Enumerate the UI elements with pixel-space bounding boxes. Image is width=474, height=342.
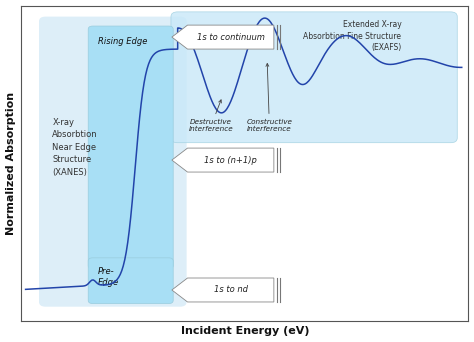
Polygon shape: [172, 148, 274, 172]
Text: Extended X-ray
Absorbtion Fine Structure
(EXAFS): Extended X-ray Absorbtion Fine Structure…: [303, 20, 401, 52]
Text: Rising Edge: Rising Edge: [98, 37, 147, 46]
X-axis label: Incident Energy (eV): Incident Energy (eV): [181, 327, 309, 337]
Text: Destructive
Interference: Destructive Interference: [189, 100, 234, 132]
FancyBboxPatch shape: [171, 12, 457, 143]
Polygon shape: [172, 278, 274, 302]
Text: X-ray
Absorbtion
Near Edge
Structure
(XANES): X-ray Absorbtion Near Edge Structure (XA…: [53, 118, 98, 177]
Text: 1s to nd: 1s to nd: [214, 286, 248, 294]
Y-axis label: Normalized Absorption: Normalized Absorption: [6, 92, 16, 235]
Text: Pre-
Edge: Pre- Edge: [98, 267, 119, 287]
FancyBboxPatch shape: [39, 17, 187, 307]
Text: 1s to continuum: 1s to continuum: [197, 32, 264, 42]
Text: Constructive
Interference: Constructive Interference: [246, 64, 292, 132]
FancyBboxPatch shape: [88, 258, 173, 304]
Text: 1s to (n+1)p: 1s to (n+1)p: [204, 156, 257, 165]
Polygon shape: [172, 25, 274, 49]
FancyBboxPatch shape: [88, 26, 173, 269]
